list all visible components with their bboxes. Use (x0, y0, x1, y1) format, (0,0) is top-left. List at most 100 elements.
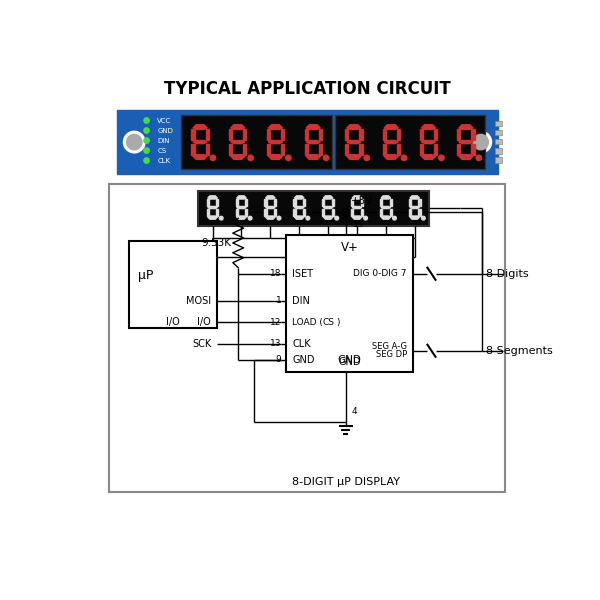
Polygon shape (229, 130, 232, 140)
Polygon shape (332, 209, 334, 216)
Polygon shape (268, 155, 283, 160)
Circle shape (306, 217, 310, 220)
Polygon shape (421, 125, 436, 130)
Text: DIN: DIN (292, 296, 310, 305)
Bar (181, 115, 332, 169)
Polygon shape (421, 140, 436, 143)
Polygon shape (266, 216, 275, 219)
Bar (494, 148, 502, 154)
Bar (198, 191, 429, 226)
Text: ISET: ISET (292, 269, 313, 279)
Polygon shape (472, 130, 475, 140)
Circle shape (476, 155, 481, 161)
Polygon shape (410, 216, 419, 219)
Text: 8 Segments: 8 Segments (486, 346, 553, 356)
Polygon shape (420, 130, 423, 140)
Text: 18: 18 (270, 269, 281, 278)
Circle shape (364, 155, 370, 161)
Bar (494, 157, 502, 163)
Polygon shape (323, 206, 333, 209)
Polygon shape (236, 199, 238, 206)
Polygon shape (306, 155, 320, 160)
Circle shape (144, 148, 149, 153)
Text: 8 Digits: 8 Digits (486, 269, 529, 279)
Polygon shape (191, 130, 194, 140)
Circle shape (401, 155, 407, 161)
Text: 8-DIGIT μP DISPLAY: 8-DIGIT μP DISPLAY (292, 476, 400, 487)
Text: +5V: +5V (352, 196, 374, 206)
Polygon shape (352, 196, 362, 199)
Polygon shape (244, 130, 247, 140)
Polygon shape (381, 196, 391, 199)
Bar (494, 121, 502, 126)
Circle shape (342, 209, 349, 215)
Polygon shape (381, 206, 391, 209)
Polygon shape (245, 199, 247, 206)
Polygon shape (207, 199, 209, 206)
Circle shape (286, 155, 291, 161)
Polygon shape (322, 199, 325, 206)
Circle shape (323, 155, 329, 161)
Polygon shape (472, 143, 475, 155)
Polygon shape (245, 209, 247, 216)
Text: CLK: CLK (292, 339, 311, 349)
Polygon shape (421, 155, 436, 160)
Polygon shape (193, 140, 207, 143)
Text: CS: CS (322, 318, 334, 327)
Polygon shape (347, 155, 361, 160)
Polygon shape (231, 140, 245, 143)
Polygon shape (303, 199, 305, 206)
Polygon shape (295, 196, 304, 199)
Polygon shape (236, 209, 238, 216)
Text: DIN: DIN (157, 137, 170, 143)
Polygon shape (457, 143, 460, 155)
Bar (286, 235, 413, 372)
Text: LOAD (: LOAD ( (292, 318, 323, 327)
Polygon shape (265, 209, 266, 216)
Circle shape (124, 131, 145, 153)
Circle shape (144, 118, 149, 123)
Polygon shape (397, 143, 400, 155)
Polygon shape (389, 199, 392, 206)
Polygon shape (410, 206, 419, 209)
Text: SCK: SCK (192, 339, 211, 349)
Polygon shape (459, 155, 473, 160)
Text: μP: μP (138, 269, 154, 282)
Polygon shape (420, 143, 423, 155)
Polygon shape (206, 143, 209, 155)
Polygon shape (351, 199, 353, 206)
Polygon shape (274, 209, 276, 216)
Circle shape (248, 217, 252, 220)
Polygon shape (193, 125, 207, 130)
Polygon shape (351, 209, 353, 216)
Text: V+: V+ (341, 241, 358, 254)
Text: GND: GND (292, 355, 314, 365)
Polygon shape (389, 209, 392, 216)
Polygon shape (281, 130, 284, 140)
Polygon shape (305, 130, 308, 140)
Polygon shape (418, 209, 421, 216)
Polygon shape (383, 130, 386, 140)
Circle shape (422, 217, 425, 220)
Text: GND: GND (338, 356, 361, 367)
Polygon shape (345, 143, 349, 155)
Polygon shape (409, 199, 411, 206)
Polygon shape (216, 199, 218, 206)
Polygon shape (352, 206, 362, 209)
Circle shape (473, 134, 488, 150)
Polygon shape (293, 199, 296, 206)
Circle shape (277, 217, 281, 220)
Polygon shape (236, 196, 246, 199)
Circle shape (392, 217, 397, 220)
Text: CS: CS (157, 148, 166, 154)
Polygon shape (323, 196, 333, 199)
Polygon shape (268, 125, 283, 130)
Circle shape (364, 217, 367, 220)
Polygon shape (384, 140, 398, 143)
Polygon shape (295, 206, 304, 209)
Text: TYPICAL APPLICATION CIRCUIT: TYPICAL APPLICATION CIRCUIT (164, 80, 451, 98)
Polygon shape (323, 216, 333, 219)
Polygon shape (191, 143, 194, 155)
Polygon shape (397, 130, 400, 140)
Polygon shape (361, 199, 363, 206)
